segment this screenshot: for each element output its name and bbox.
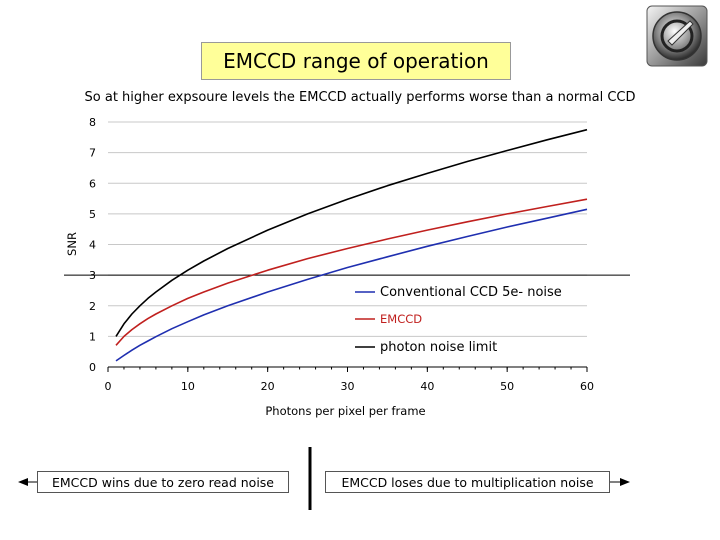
legend-entry: Conventional CCD 5e- noise <box>380 285 562 300</box>
arrow-left-icon <box>18 478 28 486</box>
x-tick-label: 0 <box>105 380 112 393</box>
x-tick-label: 40 <box>420 380 434 393</box>
y-tick-label: 7 <box>89 147 96 160</box>
emccd-wins-label: EMCCD wins due to zero read noise <box>37 471 289 493</box>
y-tick-label: 5 <box>89 208 96 221</box>
y-tick-label: 0 <box>89 361 96 374</box>
x-tick-label: 10 <box>181 380 195 393</box>
y-tick-label: 3 <box>89 269 96 282</box>
y-tick-label: 8 <box>89 116 96 129</box>
x-tick-label: 20 <box>261 380 275 393</box>
lens-logo-icon <box>646 5 708 67</box>
y-axis-label: SNR <box>65 232 79 256</box>
series-line-2 <box>115 198 588 346</box>
x-tick-label: 50 <box>500 380 514 393</box>
y-tick-label: 1 <box>89 330 96 343</box>
slide-title: EMCCD range of operation <box>201 42 511 80</box>
legend-entry: EMCCD <box>380 312 422 326</box>
y-tick-label: 6 <box>89 177 96 190</box>
legend-entry: photon noise limit <box>380 340 497 355</box>
series-line-1 <box>115 208 588 362</box>
series-line-3 <box>115 128 588 337</box>
x-axis-label: Photons per pixel per frame <box>265 404 425 418</box>
y-tick-label: 4 <box>89 239 96 252</box>
x-tick-label: 60 <box>580 380 594 393</box>
arrow-right-icon <box>620 478 630 486</box>
emccd-loses-label: EMCCD loses due to multiplication noise <box>325 471 610 493</box>
y-tick-label: 2 <box>89 300 96 313</box>
x-tick-label: 30 <box>341 380 355 393</box>
slide-subtitle: So at higher expsoure levels the EMCCD a… <box>84 90 636 105</box>
